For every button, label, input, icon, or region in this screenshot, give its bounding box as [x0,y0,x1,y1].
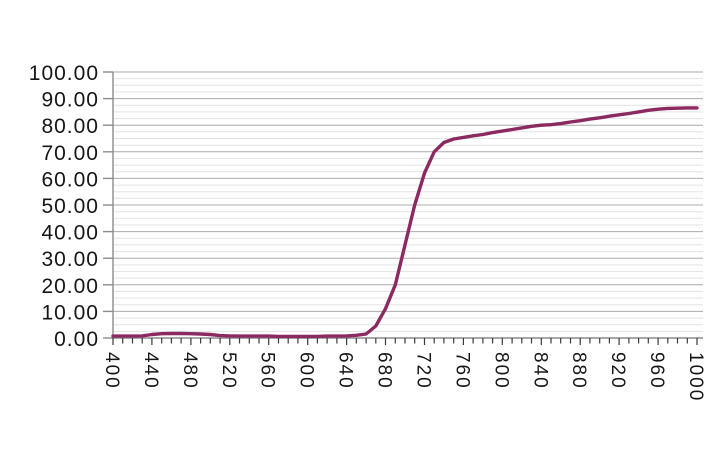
x-axis-label: 440 [140,352,161,390]
x-axis-label: 880 [568,352,589,390]
x-axis-label: 840 [529,352,550,390]
y-axis-label: 40.00 [41,222,99,245]
x-axis-label: 600 [296,352,317,390]
y-axis-label: 10.00 [41,301,99,324]
x-axis-label: 400 [101,352,122,390]
y-axis-label: 0.00 [54,328,99,351]
data-line-transmission-curve [111,106,699,339]
y-axis-ticks [103,71,113,339]
y-axis-label: 20.00 [41,275,99,298]
y-axis-label: 90.00 [41,89,99,112]
x-axis-labels: 400 440 480 520 560 600 640 680 720 760 800 840 880 9… [101,352,706,402]
y-axis-label: 30.00 [41,248,99,271]
x-axis-label: 480 [179,352,200,390]
series-lines [111,106,699,339]
x-axis-label: 640 [335,352,356,390]
y-axis-label: 80.00 [41,115,99,138]
y-axis-label: 50.00 [41,195,99,218]
x-axis-ticks [112,338,698,345]
x-axis-label: 720 [413,352,434,390]
x-axis-label: 800 [490,352,511,390]
x-axis-label: 1000 [685,352,706,402]
x-axis-label: 560 [257,352,278,390]
y-axis-label: 70.00 [41,142,99,165]
y-axis-labels: 0.00 10.00 20.00 30.00 40.00 50.00 60.00 70.00 8… [29,62,99,351]
x-axis-label: 680 [374,352,395,390]
x-axis-label: 760 [451,352,472,390]
grid-minor-lines [113,78,703,332]
x-axis-label: 920 [607,352,628,390]
x-axis-label: 520 [218,352,239,390]
y-axis-label: 60.00 [41,168,99,191]
y-axis-label: 100.00 [29,62,99,85]
x-axis-label: 960 [646,352,667,390]
